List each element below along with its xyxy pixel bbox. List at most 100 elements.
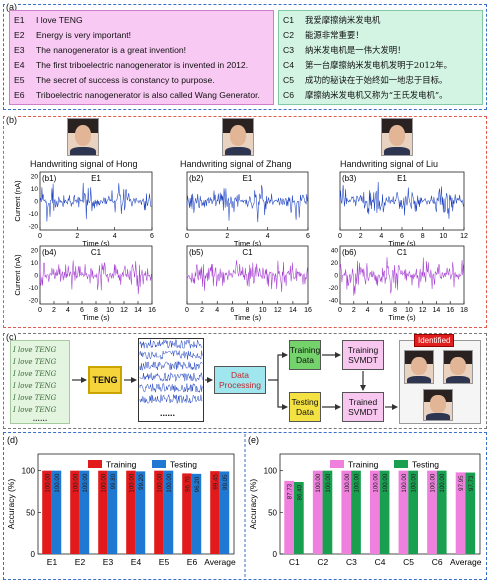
thumbnail-trace: [139, 382, 203, 394]
signal-trace: [339, 257, 464, 296]
y-tick-label: -10: [29, 211, 39, 218]
x-tick-label: C5: [403, 557, 414, 567]
subplot-tag: (b4): [42, 248, 57, 257]
x-tick-label: 18: [460, 307, 468, 314]
y-tick-label: 0: [334, 273, 338, 280]
x-tick-label: Average: [450, 557, 482, 567]
sentence-c5: C5 成功的秘诀在于始终如一地忠于目标。: [283, 75, 448, 85]
identified-photo-liu: [423, 389, 453, 421]
handwriting-line: I love TENG: [13, 382, 57, 390]
x-tick-label: 8: [246, 307, 250, 314]
legend-label: Training: [348, 460, 379, 470]
signal-trace: [186, 185, 308, 223]
x-tick-label: 6: [400, 233, 404, 240]
x-tick-label: 4: [379, 233, 383, 240]
title-hong: Handwriting signal of Hong: [30, 159, 138, 169]
y-tick-label: -20: [29, 298, 39, 305]
y-tick-label: -20: [29, 224, 39, 231]
x-tick-label: 4: [113, 233, 117, 240]
bar-value-label: 99.80: [110, 473, 117, 489]
bar-value-label: 97.95: [458, 475, 465, 491]
x-tick-label: 2: [200, 307, 204, 314]
bar-value-label: 100.00: [430, 473, 437, 492]
thumbnail-trace: [139, 372, 203, 383]
x-tick-label: 16: [148, 307, 156, 314]
x-tick-label: E5: [159, 557, 170, 567]
x-tick-label: 0: [185, 233, 189, 240]
y-tick-label: 100: [264, 467, 278, 476]
bar: [210, 471, 220, 554]
bar-value-label: 100.00: [439, 473, 446, 492]
bar: [154, 470, 164, 554]
chart-panel-label: (e): [248, 435, 259, 445]
sentence-e3: E3 The nanogenerator is a great invention…: [14, 45, 187, 55]
subplot-tag: (b5): [189, 248, 204, 257]
bar-value-label: 86.40: [296, 484, 303, 500]
x-tick-label: 4: [215, 307, 219, 314]
photo-hong: [67, 118, 99, 156]
subplot-tag: (b1): [42, 174, 57, 183]
y-axis-label: Current (nA): [13, 180, 22, 222]
y-tick-label: 50: [26, 508, 35, 517]
bar: [294, 482, 304, 554]
y-tick-label: 50: [268, 508, 277, 517]
x-axis-label: Time (s): [82, 239, 110, 248]
subplot-sentence: E1: [397, 174, 407, 183]
y-axis-label: Accuracy (%): [248, 479, 258, 530]
english-sentences: E1 I love TENG E2 Energy is very important…: [9, 10, 274, 105]
x-tick-label: C1: [289, 557, 300, 567]
bar: [465, 472, 476, 554]
bar-value-label: 100.00: [401, 473, 408, 492]
bar: [322, 470, 333, 554]
y-tick-label: 20: [31, 174, 39, 181]
bar: [455, 472, 466, 554]
signal-trace: [39, 260, 152, 295]
y-tick-label: 100: [22, 467, 36, 476]
subplot-tag: (b6): [342, 248, 357, 257]
bar-value-label: 100.00: [325, 473, 332, 492]
bar-value-label: 100.00: [44, 473, 51, 492]
x-tick-label: 0: [338, 307, 342, 314]
bar-value-label: 97.73: [468, 475, 475, 491]
x-tick-label: 2: [75, 233, 79, 240]
thumbnail-trace: [139, 394, 203, 404]
sentence-c1: C1 我爱摩擦纳米发电机: [283, 15, 381, 25]
x-tick-label: 14: [433, 307, 441, 314]
bar: [126, 470, 136, 554]
y-axis-label: Current (nA): [13, 254, 22, 296]
legend-label: Testing: [412, 460, 439, 470]
identified-badge: Identified: [414, 334, 455, 347]
x-tick-label: 0: [338, 233, 342, 240]
bar-value-label: 96.20: [194, 476, 201, 492]
handwriting-sheet: I love TENG I love TENG I love TENG I lo…: [10, 340, 70, 424]
signal-trace: [39, 182, 152, 222]
subplot-sentence: C1: [91, 248, 102, 257]
x-tick-label: 2: [225, 233, 229, 240]
x-tick-label: 4: [66, 307, 70, 314]
bar-value-label: 100.00: [100, 473, 107, 492]
x-tick-label: 2: [352, 307, 356, 314]
bar: [42, 470, 52, 554]
sentence-c3: C3 纳米发电机是一伟大发明！: [283, 45, 406, 55]
legend-swatch: [394, 460, 408, 468]
x-axis-label: Time (s): [388, 313, 416, 322]
x-tick-label: E3: [103, 557, 114, 567]
handwriting-line: I love TENG: [13, 370, 57, 378]
y-tick-label: -40: [329, 298, 339, 305]
bar-value-label: 100.00: [166, 473, 173, 492]
panel-a: [3, 4, 487, 110]
bar: [191, 473, 202, 554]
panel-b: [3, 116, 487, 328]
x-tick-label: 2: [359, 233, 363, 240]
thumbnail-trace: [139, 350, 203, 360]
x-axis-label: Time (s): [82, 313, 110, 322]
bar: [219, 471, 230, 554]
x-tick-label: 4: [366, 307, 370, 314]
bar: [379, 470, 390, 554]
bar-value-label: 100.00: [354, 473, 361, 492]
legend-swatch: [88, 460, 102, 468]
handwriting-line: I love TENG: [13, 358, 57, 366]
sentence-e2: E2 Energy is very important!: [14, 30, 132, 40]
flow-arrows: [72, 339, 398, 410]
